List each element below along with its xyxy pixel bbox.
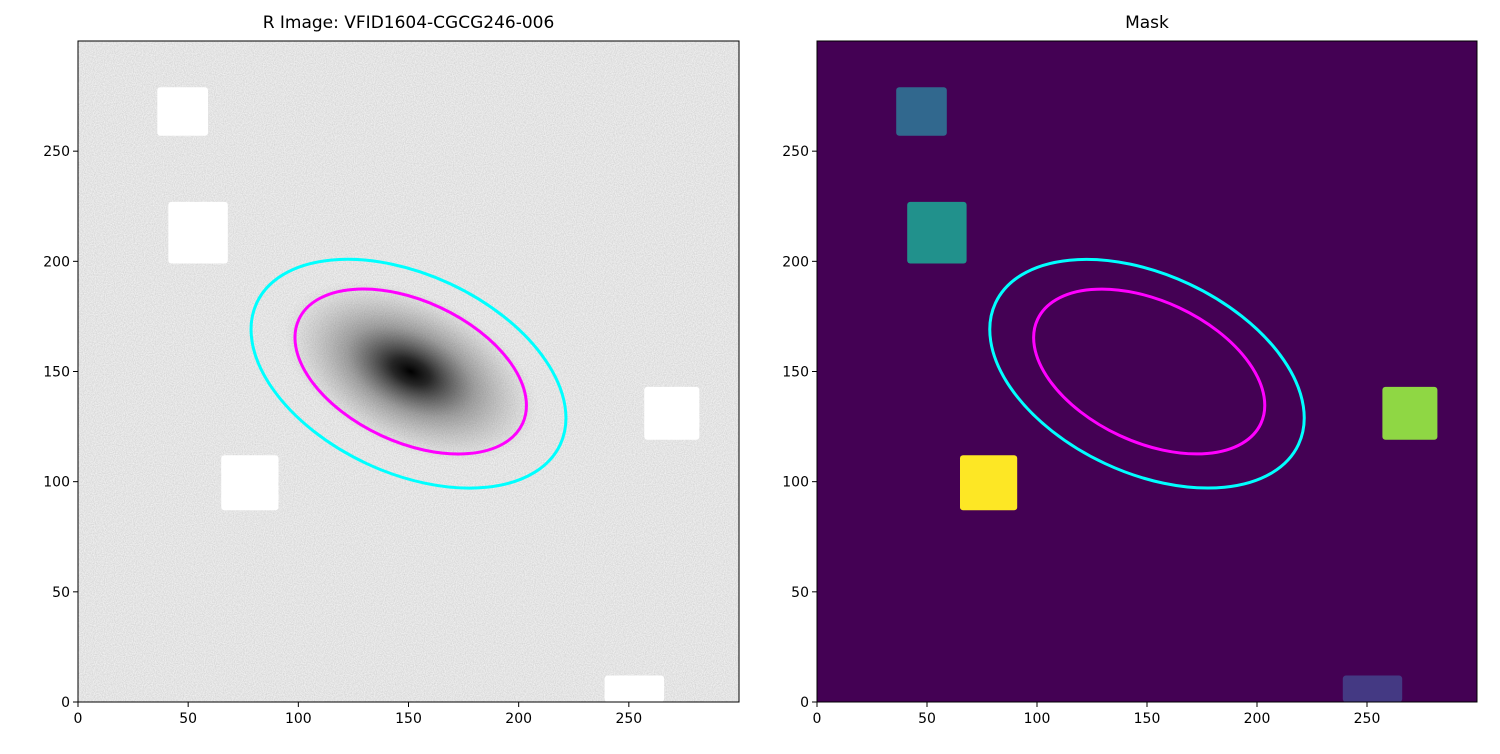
mask-region — [168, 201, 228, 264]
mask-region — [157, 87, 208, 136]
panel-title: R Image: VFID1604-CGCG246-006 — [263, 13, 555, 33]
y-tick-label: 50 — [791, 585, 809, 601]
panel — [817, 41, 1477, 702]
mask-region — [960, 455, 1018, 511]
mask-region — [221, 455, 279, 511]
aperture-ellipse — [293, 287, 528, 456]
x-tick-label: 200 — [1244, 711, 1271, 727]
x-tick-label: 200 — [505, 711, 532, 727]
panel-title: Mask — [1125, 13, 1169, 33]
mask-region — [1342, 675, 1403, 702]
aperture-ellipse — [1032, 287, 1267, 456]
y-tick-label: 100 — [782, 475, 809, 491]
y-tick-label: 150 — [43, 365, 70, 381]
x-tick-label: 0 — [813, 711, 822, 727]
x-tick-label: 100 — [285, 711, 312, 727]
mask-region — [604, 675, 665, 702]
x-tick-label: 150 — [395, 711, 422, 727]
mask-region — [644, 386, 700, 440]
x-tick-label: 0 — [74, 711, 83, 727]
y-tick-label: 150 — [782, 365, 809, 381]
mask-region — [1382, 386, 1438, 440]
y-tick-label: 100 — [43, 475, 70, 491]
x-tick-label: 150 — [1134, 711, 1161, 727]
y-tick-label: 200 — [782, 254, 809, 270]
x-tick-label: 250 — [1354, 711, 1381, 727]
y-tick-label: 250 — [782, 144, 809, 160]
x-tick-label: 250 — [615, 711, 642, 727]
y-tick-label: 200 — [43, 254, 70, 270]
aperture-ellipse — [988, 257, 1306, 490]
panel — [78, 41, 739, 702]
y-tick-label: 0 — [800, 695, 809, 711]
aperture-ellipse — [249, 257, 568, 490]
y-tick-label: 0 — [61, 695, 70, 711]
x-tick-label: 50 — [918, 711, 936, 727]
image-background — [817, 41, 1477, 702]
x-tick-label: 50 — [179, 711, 197, 727]
mask-region — [896, 87, 947, 136]
mask-region — [907, 201, 967, 264]
y-tick-label: 250 — [43, 144, 70, 160]
x-tick-label: 100 — [1024, 711, 1051, 727]
y-tick-label: 50 — [52, 585, 70, 601]
